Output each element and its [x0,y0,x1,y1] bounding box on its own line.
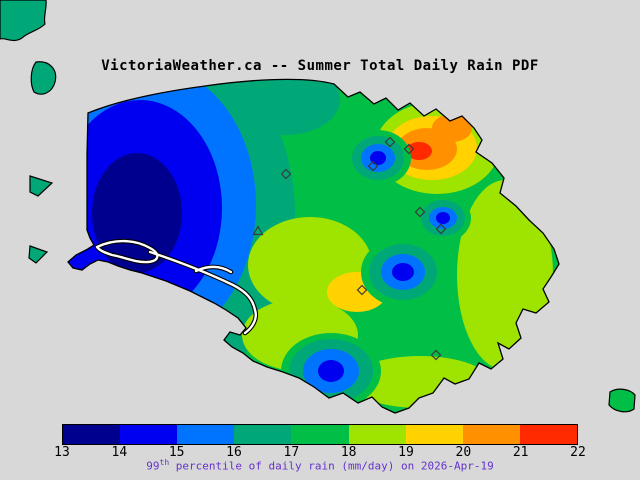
colorbar-segment [177,425,235,444]
colorbar-segment [462,425,520,444]
station-markers [252,136,447,361]
colorbar-segment [519,425,577,444]
colorbar-segment [63,425,121,444]
inlet-channel [95,239,159,264]
colorbar-tick-label: 22 [570,445,586,460]
colorbar [62,424,578,445]
page-title: VictoriaWeather.ca -- Summer Total Daily… [101,58,539,74]
land-fragment-top-left [0,0,47,42]
colorbar-tick-label: 15 [168,445,185,460]
colorbar-segment [405,425,463,444]
colorbar-tick-label: 13 [54,445,70,460]
contour-region [436,212,450,224]
colorbar-segment [234,425,292,444]
colorbar-tick-label: 18 [340,445,357,460]
station-triangle-marker [252,225,264,236]
land-fragment-left-3 [28,245,49,264]
colorbar-tick-label: 21 [512,445,529,460]
contour-region [318,360,344,382]
colorbar-tick-label: 19 [398,445,414,460]
land-fragment-bottom-right [608,388,636,413]
caption-prefix: 99 [146,459,160,473]
colorbar-segment [291,425,349,444]
contour-region-max [406,142,432,160]
land-fragment-left-2 [29,175,54,197]
station-diamond-marker [414,206,426,218]
colorbar-tick-label: 20 [455,445,472,460]
inlet-channel [243,308,257,335]
inlet-channel [148,250,257,312]
colorbar-caption: 99th percentile of daily rain (mm/day) o… [0,458,640,473]
contour-region [392,263,414,281]
colorbar-tick-label: 14 [111,445,128,460]
station-diamond-marker [367,160,379,172]
colorbar-segment [120,425,178,444]
colorbar-segment [348,425,406,444]
caption-superscript: th [159,458,170,467]
station-diamond-marker [384,136,396,148]
contour-region [457,180,553,370]
coastline [67,78,560,414]
contour-region [230,79,340,135]
colorbar-tick-labels: 13 14 15 16 17 18 19 20 21 22 [54,445,586,460]
station-diamond-marker [356,284,368,296]
station-diamond-marker [280,168,292,180]
contour-region [432,114,472,142]
water-channels [94,238,259,336]
caption-suffix: percentile of daily rain (mm/day) on 202… [169,459,494,473]
colorbar-tick-label: 17 [283,445,300,460]
colorbar-tick-label: 16 [226,445,242,460]
station-diamond-marker [430,349,442,361]
station-diamond-marker [403,143,415,155]
contour-region [370,151,386,165]
station-diamond-marker [435,223,447,235]
land-fragment-left-1 [30,61,57,95]
neighboring-land-fragments [0,0,636,413]
inlet-channel [194,265,233,274]
